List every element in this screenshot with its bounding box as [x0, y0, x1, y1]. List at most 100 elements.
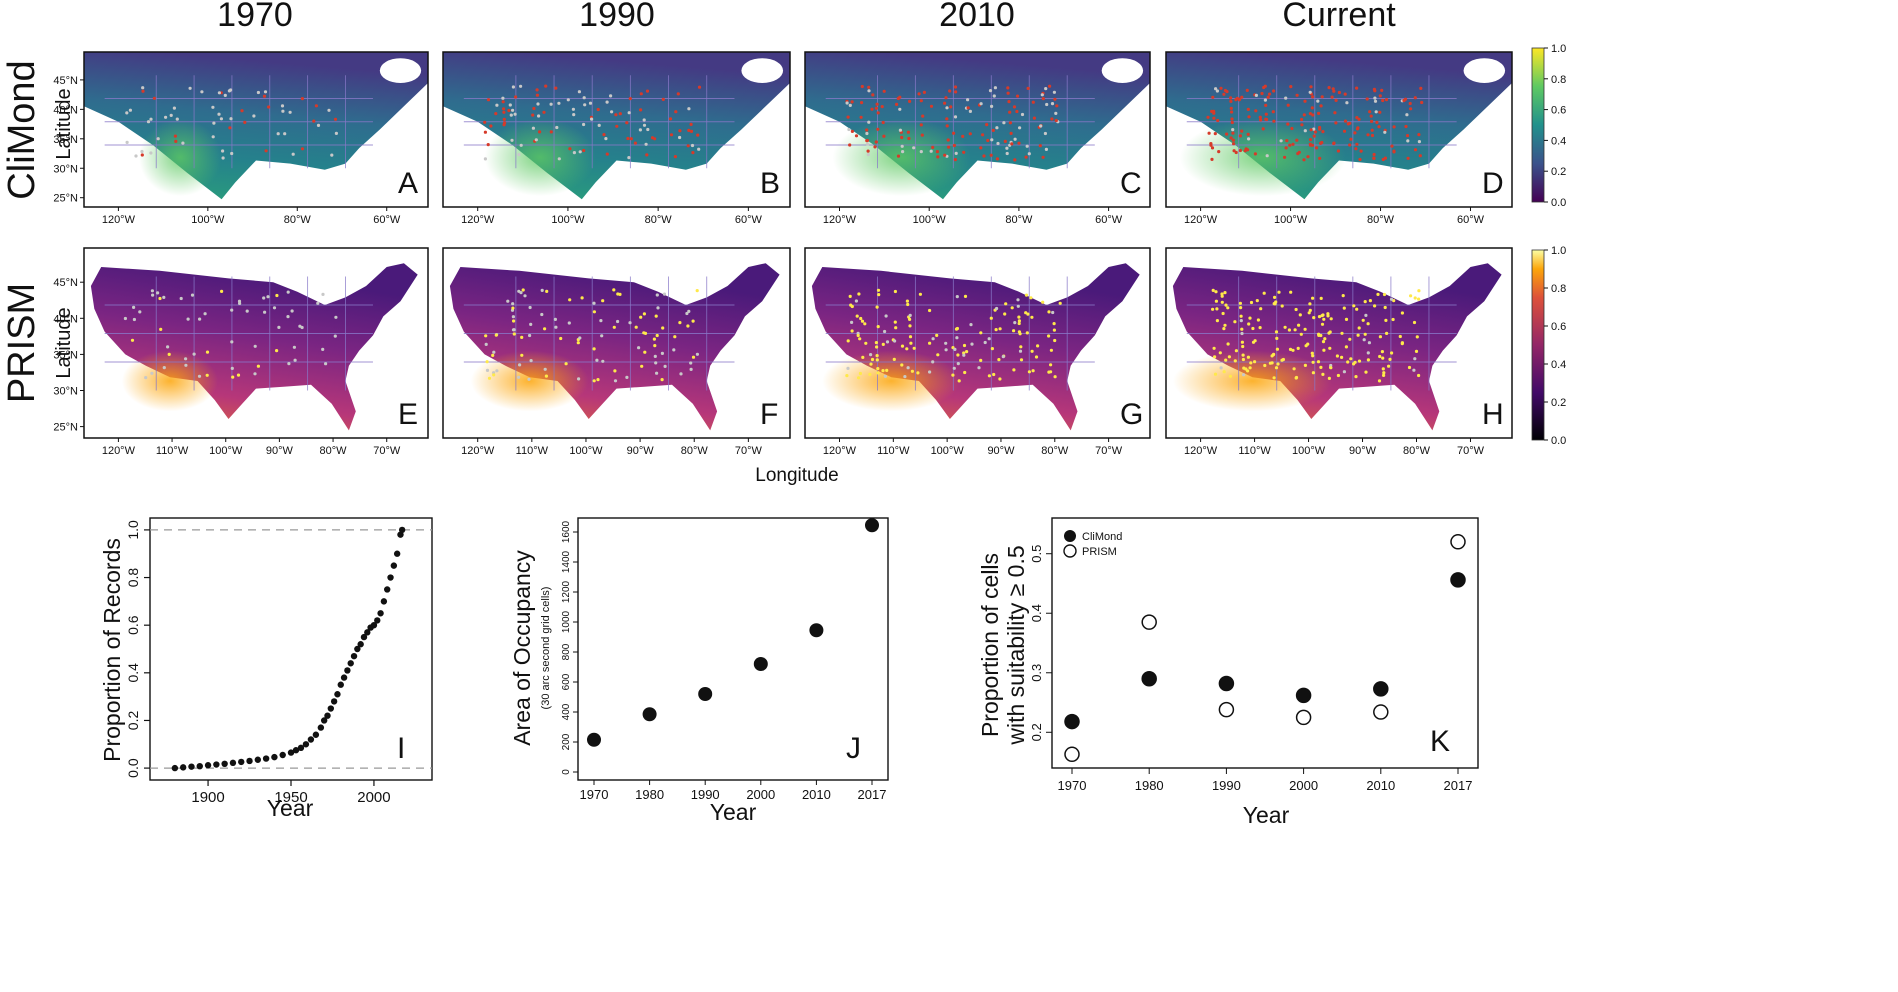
map-water-body [741, 58, 784, 83]
chart-I-point [317, 724, 325, 731]
occurrence-point [300, 147, 305, 151]
occurrence-point [502, 117, 506, 121]
occurrence-point [1215, 307, 1219, 311]
occurrence-point [1240, 340, 1244, 344]
occurrence-point [489, 124, 493, 128]
occurrence-point [1049, 370, 1053, 374]
occurrence-point [230, 151, 234, 156]
lon-tick-label: 60°W [373, 214, 401, 226]
occurrence-point [1030, 315, 1034, 319]
occurrence-point [1312, 127, 1316, 131]
occurrence-point [954, 90, 958, 94]
occurrence-point [1332, 141, 1336, 146]
occurrence-point [1024, 155, 1028, 159]
occurrence-point [544, 374, 549, 378]
occurrence-point [865, 138, 870, 143]
occurrence-point [885, 368, 889, 372]
chart-I-point [262, 755, 270, 762]
occurrence-point [125, 140, 129, 144]
occurrence-point [1272, 376, 1276, 380]
occurrence-point [908, 335, 913, 339]
occurrence-point [1322, 317, 1326, 321]
occurrence-point [990, 347, 995, 351]
occurrence-point [1020, 112, 1025, 117]
occurrence-point [895, 102, 899, 106]
occurrence-point [673, 335, 677, 339]
chart-I-point [320, 717, 328, 724]
occurrence-point [876, 288, 881, 292]
occurrence-point [1214, 290, 1218, 294]
occurrence-point [1382, 371, 1386, 375]
colorbar-climond: 1.0 0.8 0.6 0.4 0.2 0.0 [1531, 43, 1566, 209]
occurrence-point [1259, 307, 1263, 311]
occurrence-point [1019, 345, 1023, 349]
occurrence-point [156, 137, 160, 141]
occurrence-point [1271, 353, 1275, 357]
chart-K-ytick-label: 0.3 [1029, 664, 1044, 682]
occurrence-point [639, 315, 643, 319]
occurrence-point [1400, 342, 1404, 346]
lon-tick-label: 100°W [569, 445, 603, 457]
occurrence-point [850, 129, 855, 133]
lon-tick-label: 120°W [823, 445, 857, 457]
occurrence-point [1357, 359, 1362, 363]
occurrence-point [663, 364, 667, 368]
occurrence-point [1211, 95, 1215, 99]
occurrence-point [935, 333, 939, 337]
occurrence-point [275, 293, 279, 298]
occurrence-point [557, 101, 561, 105]
occurrence-point [982, 154, 986, 158]
occurrence-point [646, 127, 650, 132]
occurrence-point [998, 377, 1002, 381]
occurrence-point [1248, 316, 1252, 320]
occurrence-point [882, 89, 886, 93]
lat-tick-label: 25°N [53, 422, 78, 434]
occurrence-point [857, 292, 861, 296]
occurrence-point [158, 296, 162, 301]
occurrence-point [1309, 128, 1313, 132]
chart-I-ytick-label: 0.8 [125, 568, 141, 588]
occurrence-point [1013, 158, 1017, 162]
occurrence-point [944, 348, 948, 352]
occurrence-point [848, 294, 852, 298]
occurrence-point [1388, 357, 1392, 361]
chart-K-legend-marker-climond [1064, 530, 1076, 542]
occurrence-point [532, 106, 536, 111]
occurrence-point [981, 133, 985, 137]
occurrence-point [866, 142, 870, 146]
map-panel-F [443, 248, 790, 438]
chart-K-xtick-label: 1980 [1135, 778, 1164, 793]
map-suitability-hotspot [470, 350, 589, 412]
occurrence-point [166, 345, 170, 349]
occurrence-point [929, 104, 934, 108]
occurrence-point [846, 366, 850, 370]
chart-I-point [327, 705, 335, 712]
occurrence-point [1214, 87, 1218, 91]
occurrence-point [529, 359, 533, 363]
occurrence-point [605, 100, 609, 104]
occurrence-point [1003, 139, 1007, 143]
occurrence-point [590, 117, 594, 121]
occurrence-point [1026, 86, 1030, 90]
map-panel-B [443, 52, 790, 207]
occurrence-point [678, 129, 682, 133]
lon-tick-label: 60°W [1457, 214, 1485, 226]
occurrence-point [612, 288, 616, 292]
occurrence-point [929, 149, 933, 153]
occurrence-point [1363, 332, 1367, 336]
lat-tick-label: 35°N [53, 134, 78, 146]
occurrence-point [1307, 311, 1311, 315]
occurrence-point [1349, 137, 1353, 141]
occurrence-point [1327, 331, 1331, 335]
occurrence-point [1230, 120, 1234, 125]
occurrence-point [1299, 332, 1303, 336]
occurrence-point [900, 344, 905, 348]
occurrence-point [678, 135, 682, 140]
occurrence-point [1380, 88, 1384, 92]
occurrence-point [687, 128, 691, 132]
occurrence-point [1384, 318, 1388, 322]
lon-tick-label: 80°W [1005, 214, 1033, 226]
occurrence-point [685, 311, 689, 316]
occurrence-point [1364, 370, 1368, 374]
